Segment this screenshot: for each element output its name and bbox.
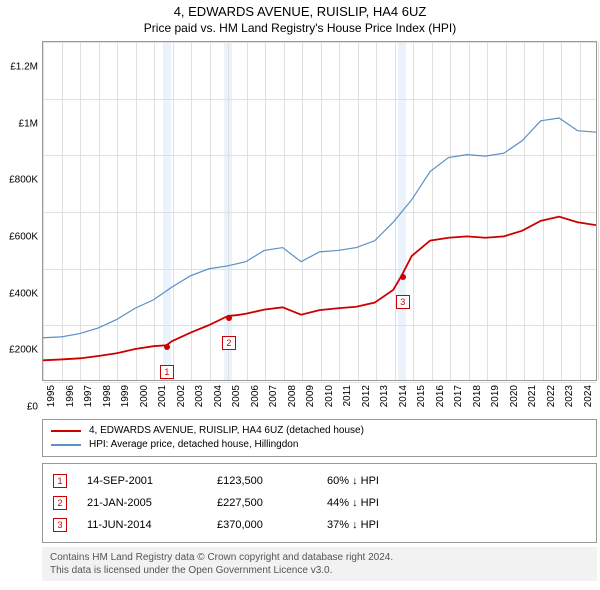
- transaction-row: 1 14-SEP-2001 £123,500 60% ↓ HPI: [53, 470, 586, 492]
- transaction-dot: [400, 274, 406, 280]
- y-axis-label: £800K: [9, 175, 38, 186]
- x-axis-label: 1999: [120, 385, 131, 407]
- series-line-hpi: [43, 118, 596, 338]
- x-axis-label: 2007: [268, 385, 279, 407]
- x-axis-label: 2009: [305, 385, 316, 407]
- page-title: 4, EDWARDS AVENUE, RUISLIP, HA4 6UZ: [8, 4, 592, 19]
- x-axis-label: 2012: [361, 385, 372, 407]
- x-axis-label: 2016: [435, 385, 446, 407]
- transaction-marker: 3: [396, 295, 410, 309]
- series-line-subject: [43, 217, 596, 361]
- x-axis-label: 2003: [194, 385, 205, 407]
- transaction-date: 21-JAN-2005: [87, 492, 197, 514]
- x-axis-label: 1998: [102, 385, 113, 407]
- x-axis-label: 2015: [416, 385, 427, 407]
- y-axis-label: £400K: [9, 288, 38, 299]
- x-axis-label: 1995: [46, 385, 57, 407]
- x-axis-label: 1996: [65, 385, 76, 407]
- x-axis-label: 2017: [453, 385, 464, 407]
- x-axis-label: 2023: [564, 385, 575, 407]
- x-axis-label: 2013: [379, 385, 390, 407]
- x-axis-label: 2024: [583, 385, 594, 407]
- y-axis: £0£200K£400K£600K£800K£1M£1.2M: [8, 67, 42, 407]
- x-axis-label: 2014: [398, 385, 409, 407]
- chart-plot-area: 1 2 3: [42, 41, 597, 381]
- transaction-marker: 1: [160, 365, 174, 379]
- x-axis-label: 2018: [472, 385, 483, 407]
- y-axis-label: £1M: [19, 118, 38, 129]
- transaction-hpi-delta: 60% ↓ HPI: [327, 470, 427, 492]
- x-axis-label: 2002: [176, 385, 187, 407]
- x-axis-label: 2011: [342, 385, 353, 407]
- transaction-id-marker: 2: [53, 496, 67, 510]
- footer-line-2: This data is licensed under the Open Gov…: [50, 564, 589, 577]
- x-axis-label: 2001: [157, 385, 168, 407]
- legend-label: 4, EDWARDS AVENUE, RUISLIP, HA4 6UZ (det…: [89, 424, 364, 438]
- y-axis-label: £200K: [9, 345, 38, 356]
- legend-swatch: [51, 430, 81, 432]
- x-axis-label: 2019: [490, 385, 501, 407]
- x-axis-label: 2004: [213, 385, 224, 407]
- y-axis-label: £1.2M: [10, 62, 38, 73]
- transaction-dot: [164, 344, 170, 350]
- transaction-date: 14-SEP-2001: [87, 470, 197, 492]
- footer-line-1: Contains HM Land Registry data © Crown c…: [50, 551, 589, 564]
- transaction-price: £123,500: [217, 470, 307, 492]
- transaction-hpi-delta: 37% ↓ HPI: [327, 514, 427, 536]
- transactions-table: 1 14-SEP-2001 £123,500 60% ↓ HPI 2 21-JAN-200…: [42, 463, 597, 543]
- chart-svg: [43, 42, 596, 380]
- transaction-row: 2 21-JAN-2005 £227,500 44% ↓ HPI: [53, 492, 586, 514]
- footer-attribution: Contains HM Land Registry data © Crown c…: [42, 547, 597, 581]
- legend-swatch: [51, 444, 81, 446]
- x-axis-label: 2022: [546, 385, 557, 407]
- x-axis-label: 2000: [139, 385, 150, 407]
- legend-label: HPI: Average price, detached house, Hill…: [89, 438, 298, 452]
- x-axis-label: 2008: [287, 385, 298, 407]
- y-axis-label: £600K: [9, 232, 38, 243]
- page-subtitle: Price paid vs. HM Land Registry's House …: [8, 21, 592, 35]
- transaction-id-marker: 3: [53, 518, 67, 532]
- legend-row: 4, EDWARDS AVENUE, RUISLIP, HA4 6UZ (det…: [51, 424, 588, 438]
- x-axis-label: 2006: [250, 385, 261, 407]
- transaction-price: £370,000: [217, 514, 307, 536]
- transaction-date: 11-JUN-2014: [87, 514, 197, 536]
- gridline-vertical: [598, 42, 599, 380]
- x-axis-label: 2021: [527, 385, 538, 407]
- transaction-dot: [226, 315, 232, 321]
- x-axis-label: 1997: [83, 385, 94, 407]
- transaction-id-marker: 1: [53, 474, 67, 488]
- y-axis-label: £0: [27, 402, 38, 413]
- transaction-row: 3 11-JUN-2014 £370,000 37% ↓ HPI: [53, 514, 586, 536]
- x-axis: 1995 1996 1997 1998 1999 2000 2001 2002 2003 2004…: [42, 381, 597, 417]
- x-axis-label: 2005: [231, 385, 242, 407]
- transaction-marker: 2: [222, 336, 236, 350]
- chart-container: 4, EDWARDS AVENUE, RUISLIP, HA4 6UZ Pric…: [0, 0, 600, 590]
- transaction-hpi-delta: 44% ↓ HPI: [327, 492, 427, 514]
- legend: 4, EDWARDS AVENUE, RUISLIP, HA4 6UZ (det…: [42, 419, 597, 457]
- x-axis-label: 2010: [324, 385, 335, 407]
- legend-row: HPI: Average price, detached house, Hill…: [51, 438, 588, 452]
- x-axis-label: 2020: [509, 385, 520, 407]
- transaction-price: £227,500: [217, 492, 307, 514]
